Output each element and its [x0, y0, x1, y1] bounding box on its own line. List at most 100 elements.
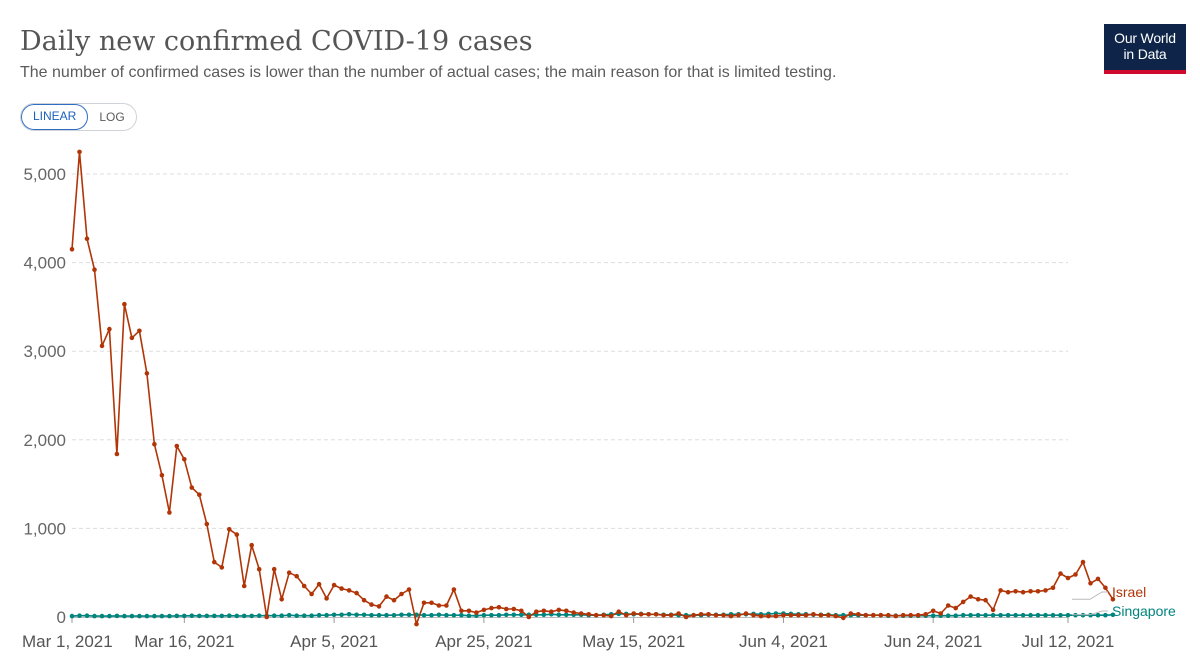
data-point-israel	[721, 612, 726, 618]
data-point-israel	[481, 607, 487, 613]
data-point-israel	[638, 612, 644, 617]
data-point-israel	[519, 608, 524, 614]
data-point-singapore	[504, 612, 509, 618]
data-point-israel	[369, 602, 374, 607]
data-point-singapore	[182, 613, 187, 619]
data-point-singapore	[234, 613, 240, 619]
data-point-singapore	[99, 613, 105, 619]
data-point-israel	[129, 335, 135, 341]
data-point-singapore	[406, 612, 412, 618]
data-point-israel	[998, 588, 1003, 593]
data-point-israel	[271, 566, 277, 572]
data-point-israel	[144, 371, 150, 376]
data-point-israel	[1110, 597, 1116, 602]
data-point-israel	[1050, 585, 1056, 591]
data-point-israel	[743, 611, 749, 616]
data-point-singapore	[144, 613, 150, 619]
data-point-singapore	[256, 613, 262, 618]
data-point-singapore	[1103, 612, 1108, 618]
data-point-israel	[728, 613, 734, 619]
data-point-israel	[399, 591, 404, 597]
data-point-singapore	[541, 612, 547, 618]
data-point-israel	[751, 612, 756, 618]
data-point-israel	[459, 608, 464, 614]
chart-subtitle: The number of confirmed cases is lower t…	[20, 64, 837, 81]
data-point-israel	[803, 612, 809, 618]
owid-logo[interactable]: Our World in Data	[1104, 24, 1186, 74]
data-point-israel	[878, 612, 884, 618]
data-point-israel	[309, 591, 314, 597]
data-point-israel	[698, 612, 704, 617]
data-point-israel	[871, 612, 876, 618]
y-tick-label: 1,000	[23, 519, 66, 538]
data-point-israel	[930, 608, 936, 614]
data-point-israel	[623, 612, 629, 618]
data-point-israel	[796, 612, 801, 618]
legend-label-israel: Israel	[1112, 584, 1146, 600]
data-point-israel	[826, 612, 831, 618]
data-point-israel	[893, 613, 899, 619]
data-point-israel	[234, 532, 240, 537]
data-point-israel	[549, 609, 554, 614]
data-point-israel	[212, 559, 217, 565]
data-point-israel	[301, 583, 307, 589]
data-point-israel	[766, 613, 771, 619]
logo-line-1: Our World	[1114, 30, 1176, 46]
data-point-israel	[122, 301, 127, 307]
data-point-singapore	[227, 613, 232, 618]
data-point-israel	[137, 328, 142, 334]
data-point-singapore	[960, 612, 966, 618]
data-point-israel	[915, 612, 921, 618]
data-point-singapore	[459, 612, 464, 618]
data-point-israel	[339, 586, 344, 591]
data-point-singapore	[1110, 612, 1116, 618]
data-point-singapore	[1043, 612, 1048, 618]
scale-toggle[interactable]: LINEAR LOG	[20, 103, 137, 131]
data-point-israel	[713, 612, 719, 618]
data-point-israel	[923, 612, 928, 617]
data-point-singapore	[1028, 612, 1033, 618]
data-point-singapore	[69, 613, 75, 619]
logo-accent-bar	[1104, 70, 1186, 74]
data-point-israel	[676, 611, 681, 616]
y-tick-label: 4,000	[23, 254, 66, 273]
data-point-singapore	[511, 612, 517, 618]
data-point-israel	[631, 611, 636, 616]
data-point-israel	[900, 612, 906, 618]
data-point-israel	[197, 492, 202, 498]
data-point-israel	[77, 149, 82, 155]
data-point-singapore	[990, 612, 996, 618]
data-point-singapore	[1035, 612, 1041, 618]
data-point-israel	[541, 608, 547, 614]
data-point-singapore	[399, 612, 404, 618]
data-point-israel	[788, 612, 794, 618]
data-point-singapore	[1020, 612, 1026, 618]
data-point-israel	[159, 472, 165, 478]
x-tick-label: Jul 12, 2021	[1022, 632, 1115, 651]
data-point-israel	[1043, 588, 1048, 593]
x-tick-label: Jun 24, 2021	[884, 632, 982, 651]
data-point-israel	[841, 615, 846, 621]
data-point-singapore	[376, 612, 382, 618]
y-tick-label: 3,000	[23, 342, 66, 361]
log-scale-button[interactable]: LOG	[99, 110, 125, 124]
data-point-israel	[526, 614, 532, 620]
data-point-singapore	[129, 613, 135, 619]
data-point-israel	[361, 597, 367, 603]
data-point-singapore	[1095, 612, 1101, 618]
data-point-israel	[773, 613, 779, 619]
data-point-singapore	[451, 612, 457, 618]
data-point-israel	[990, 607, 996, 613]
data-point-singapore	[92, 613, 97, 619]
data-point-singapore	[316, 612, 322, 618]
data-point-singapore	[279, 613, 285, 618]
data-point-singapore	[519, 612, 524, 618]
linear-scale-button[interactable]: LINEAR	[21, 104, 89, 130]
data-point-israel	[174, 443, 180, 449]
data-point-israel	[204, 521, 210, 527]
x-tick-label: Mar 1, 2021	[22, 632, 113, 651]
data-point-singapore	[77, 613, 82, 618]
data-point-israel	[69, 247, 75, 252]
data-point-israel	[84, 236, 90, 241]
